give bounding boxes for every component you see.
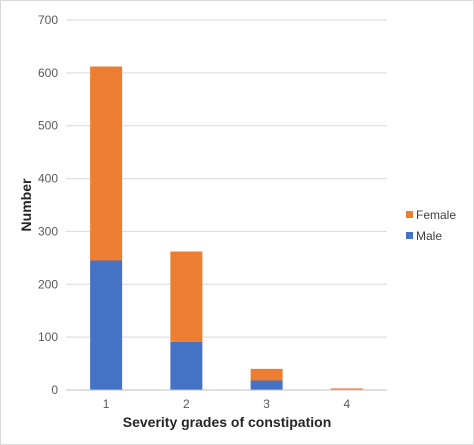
x-axis-title: Severity grades of constipation <box>123 414 332 430</box>
y-axis-title: Number <box>18 178 34 231</box>
legend-swatch-male <box>406 232 413 239</box>
bar-female-3 <box>250 368 283 381</box>
y-axis-ticks: 0 100 200 300 400 500 600 700 <box>38 13 58 397</box>
bar-male-2 <box>170 341 203 390</box>
y-tick-label: 300 <box>38 224 58 238</box>
x-tick-label: 3 <box>263 397 270 411</box>
bars <box>90 66 363 390</box>
x-tick-label: 2 <box>183 397 190 411</box>
bar-female-2 <box>170 251 203 342</box>
x-axis-ticks: 1 2 3 4 <box>103 397 351 411</box>
bar-male-3 <box>250 380 283 390</box>
bar-female-4 <box>330 388 363 390</box>
legend: Female Male <box>406 208 456 243</box>
y-tick-label: 600 <box>38 66 58 80</box>
y-tick-label: 500 <box>38 119 58 133</box>
bar-female-1 <box>90 66 123 261</box>
y-tick-label: 100 <box>38 330 58 344</box>
x-tick-label: 1 <box>103 397 110 411</box>
y-tick-label: 400 <box>38 172 58 186</box>
y-tick-label: 700 <box>38 13 58 27</box>
bar-male-1 <box>90 260 123 390</box>
y-tick-label: 200 <box>38 277 58 291</box>
legend-label-female: Female <box>416 208 456 222</box>
legend-swatch-female <box>406 211 413 218</box>
legend-label-male: Male <box>416 229 442 243</box>
y-tick-label: 0 <box>51 383 58 397</box>
x-tick-label: 4 <box>344 397 351 411</box>
